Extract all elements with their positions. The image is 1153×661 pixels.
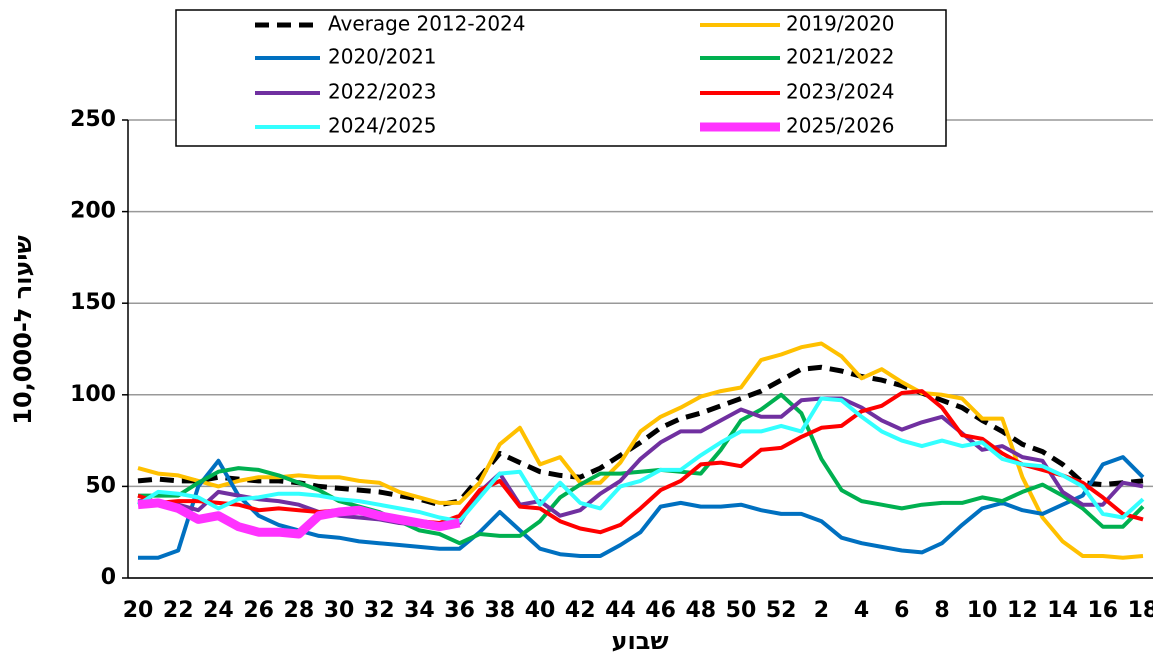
- legend-label: Average 2012-2024: [328, 12, 526, 36]
- y-tick-label: 200: [70, 199, 116, 224]
- legend-label: 2024/2025: [328, 114, 437, 138]
- x-tick-label: 8: [934, 598, 949, 623]
- x-tick-label: 50: [726, 598, 757, 623]
- x-tick-label: 4: [854, 598, 869, 623]
- x-tick-label: 12: [1007, 598, 1038, 623]
- legend-label: 2020/2021: [328, 45, 437, 69]
- x-tick-label: 40: [525, 598, 556, 623]
- x-tick-label: 44: [605, 598, 636, 623]
- legend-label: 2025/2026: [786, 114, 895, 138]
- x-tick-label: 34: [404, 598, 435, 623]
- x-tick-label: 38: [485, 598, 516, 623]
- x-tick-label: 30: [324, 598, 355, 623]
- series-line: [138, 392, 1145, 546]
- series-line: [137, 389, 1144, 535]
- y-tick-label: 250: [70, 107, 116, 132]
- x-tick-label: 22: [163, 598, 194, 623]
- x-tick-label: 2: [814, 598, 829, 623]
- legend-label: 2019/2020: [786, 12, 895, 36]
- x-tick-label: 32: [364, 598, 395, 623]
- legend-label: 2021/2022: [786, 45, 895, 69]
- y-tick-label: 100: [70, 382, 116, 407]
- x-tick-label: 24: [203, 598, 234, 623]
- legend-box: [175, 9, 947, 147]
- series-line: [137, 498, 461, 539]
- x-tick-label: 14: [1047, 598, 1078, 623]
- x-tick-label: 26: [243, 598, 274, 623]
- legend: Average 2012-2024 2019/2020 2020/2021 2021/…: [175, 9, 947, 147]
- x-tick-label: 28: [284, 598, 315, 623]
- series-line: [136, 396, 1145, 524]
- x-tick-label: 46: [645, 598, 676, 623]
- series-line: [137, 364, 1144, 508]
- legend-label: 2023/2024: [786, 80, 895, 104]
- y-tick-label: 150: [70, 290, 116, 315]
- x-tick-label: 10: [967, 598, 998, 623]
- legend-label: 2022/2023: [328, 80, 437, 104]
- x-tick-label: 36: [444, 598, 475, 623]
- y-tick-label: 0: [101, 565, 116, 590]
- y-axis-title: שיעור ל-10,000: [9, 235, 37, 424]
- x-tick-label: 48: [685, 598, 716, 623]
- x-tick-label: 6: [894, 598, 909, 623]
- x-tick-label: 18: [1128, 598, 1153, 623]
- x-tick-label: 52: [766, 598, 797, 623]
- plot-area: [136, 341, 1145, 560]
- x-axis-title: שבוע: [611, 627, 668, 655]
- y-tick-label: 50: [85, 473, 116, 498]
- x-tick-label: 16: [1087, 598, 1118, 623]
- x-tick-label: 20: [123, 598, 154, 623]
- x-tick-label: 42: [565, 598, 596, 623]
- series-line: [137, 341, 1144, 560]
